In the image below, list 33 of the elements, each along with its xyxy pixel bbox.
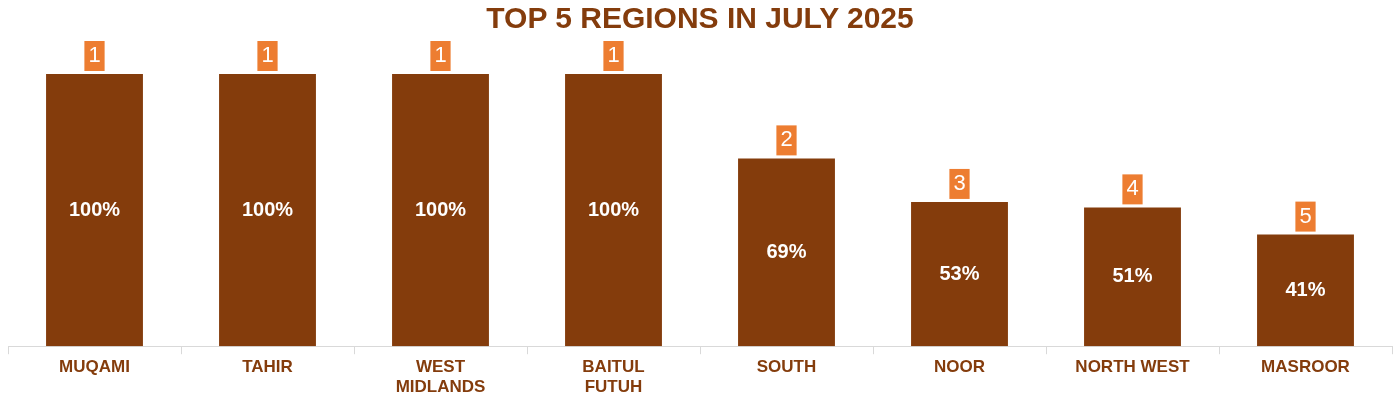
annotation: 2 — [780, 126, 793, 152]
bar — [738, 158, 835, 347]
data-label: 69% — [766, 239, 807, 262]
x-tick-label: TAHIR — [242, 357, 293, 377]
bar — [1084, 207, 1181, 347]
annotation: 5 — [1299, 202, 1312, 228]
bar — [392, 74, 489, 347]
data-label: 100% — [414, 197, 467, 220]
annotation: 4 — [1126, 175, 1139, 201]
x-tick-label: NORTH WEST — [1075, 357, 1191, 377]
annotation: 1 — [261, 42, 274, 68]
x-tick-label: BAITUL FUTUH — [582, 357, 645, 397]
data-label: 100% — [587, 197, 640, 220]
x-tick-label: MUQAMI — [59, 357, 130, 377]
bar — [46, 74, 143, 347]
bar — [911, 201, 1008, 347]
data-label: 100% — [241, 197, 294, 220]
x-tick-label: MASROOR — [1261, 357, 1350, 377]
annotation: 1 — [434, 42, 447, 68]
data-label: 51% — [1112, 264, 1153, 287]
bar — [219, 74, 316, 347]
data-label: 100% — [68, 197, 121, 220]
annotation: 1 — [607, 42, 620, 68]
bar — [565, 74, 662, 347]
data-label: 53% — [939, 261, 980, 284]
chart-title: TOP 5 REGIONS IN JULY 2025 — [486, 1, 914, 35]
annotation: 1 — [88, 42, 101, 68]
annotation: 3 — [953, 170, 966, 195]
x-tick-label: SOUTH — [756, 357, 817, 377]
x-tick-label: NOOR — [934, 357, 985, 377]
bar — [1257, 234, 1354, 347]
x-tick-label: WEST MIDLANDS — [395, 357, 486, 397]
data-label: 41% — [1285, 277, 1326, 300]
